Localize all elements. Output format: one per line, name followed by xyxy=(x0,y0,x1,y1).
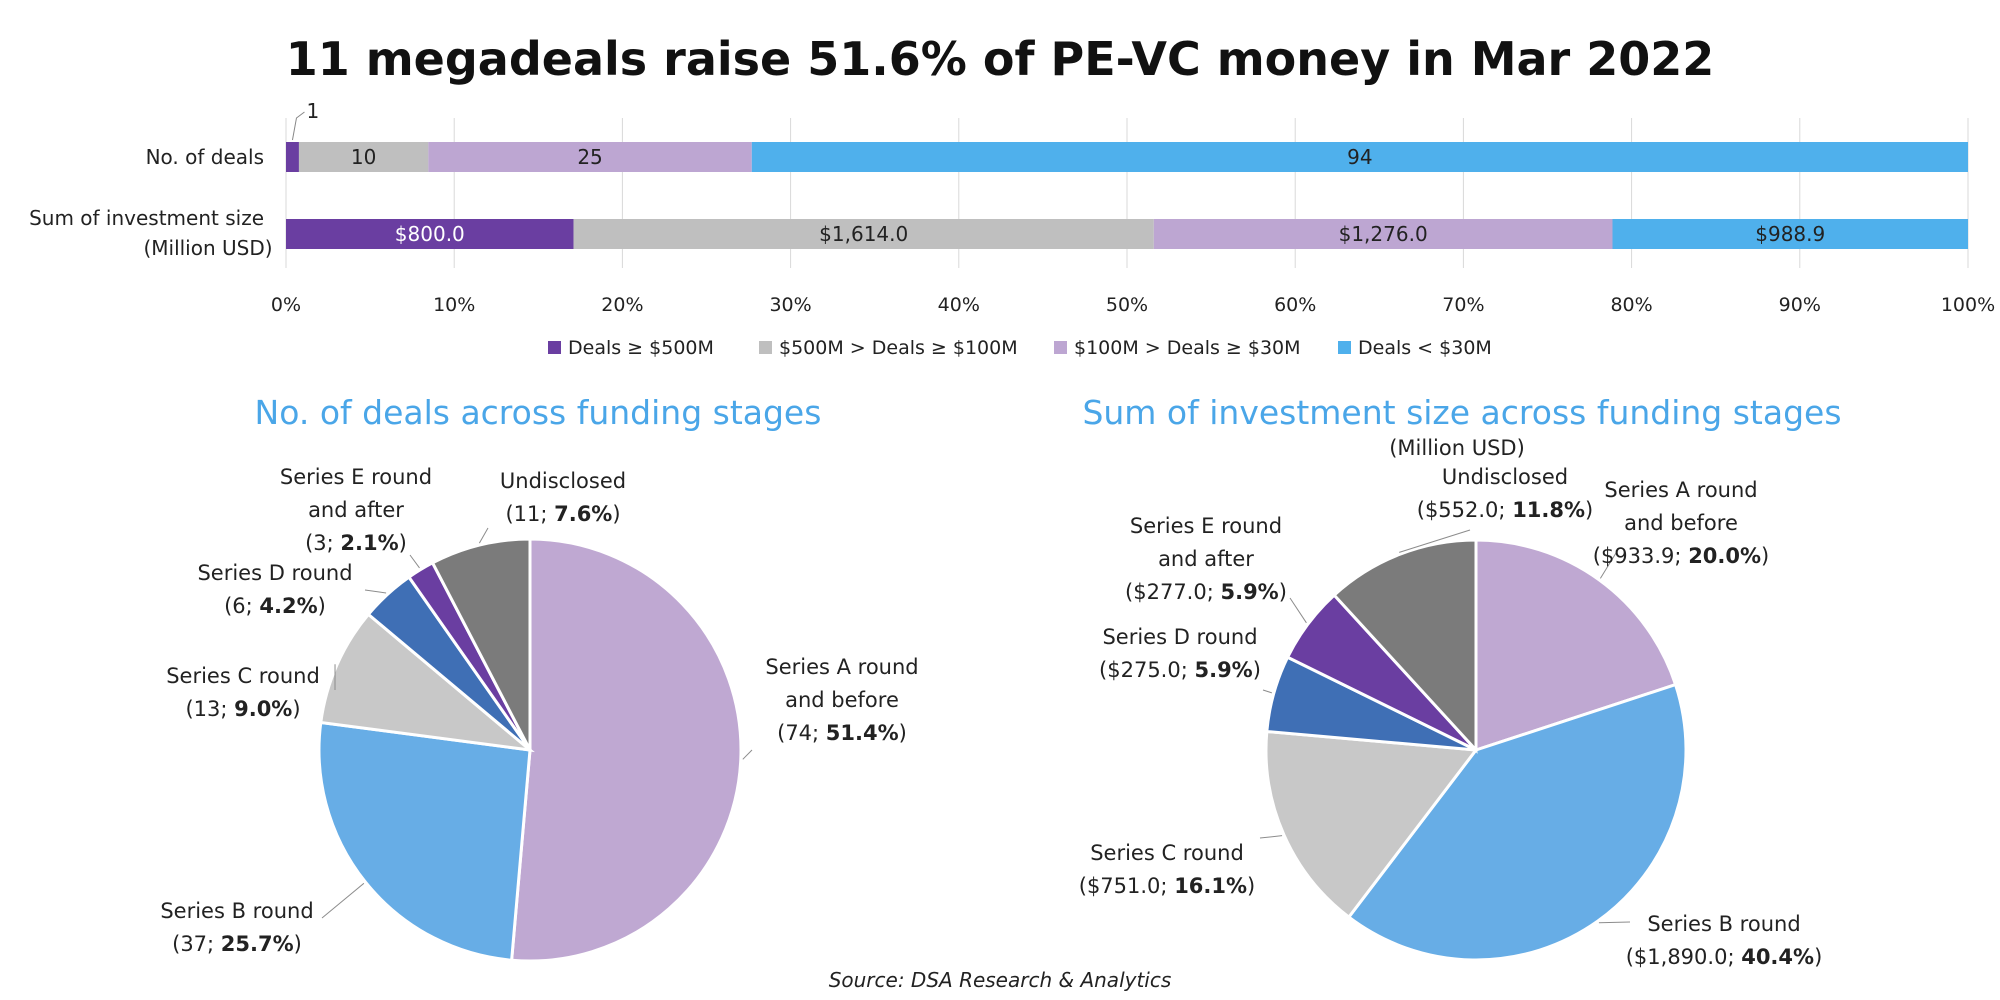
pie-label-name: and before xyxy=(785,688,899,712)
bar-segment xyxy=(573,219,1154,249)
bar-category-label: No. of deals xyxy=(146,145,264,169)
pie-leader-line xyxy=(364,589,387,594)
bar-data-label: 25 xyxy=(577,145,602,169)
pie-label-value: (11; 7.6%) xyxy=(505,502,620,526)
pie-label-name: and after xyxy=(1158,547,1254,571)
bar-data-label: $988.9 xyxy=(1755,222,1825,246)
pie-slice-undisclosed xyxy=(1332,538,1478,754)
pie-label-value: ($933.9; 20.0%) xyxy=(1593,544,1770,568)
x-tick-label: 10% xyxy=(433,294,475,316)
bar-data-label: 10 xyxy=(351,145,376,169)
pie-slice-undisclosed xyxy=(430,537,532,751)
legend-swatch xyxy=(548,341,561,354)
pie-chart-investment: Sum of investment size across funding st… xyxy=(1079,393,1842,969)
legend-label: $100M > Deals ≥ $30M xyxy=(1074,337,1301,359)
bar-data-label: $800.0 xyxy=(395,222,465,246)
legend-swatch xyxy=(1338,341,1351,354)
bar-segment xyxy=(428,142,752,172)
pie-label-value: (74; 51.4%) xyxy=(777,721,907,745)
bar-legend: Deals ≥ $500M $500M > Deals ≥ $100M $100M … xyxy=(548,337,1492,359)
pie-slice-series-b-round xyxy=(317,720,532,962)
legend-swatch xyxy=(759,341,772,354)
pie-subtitle-investment: (Million USD) xyxy=(1389,436,1525,460)
x-tick-label: 0% xyxy=(271,294,301,316)
source-note: Source: DSA Research & Analytics xyxy=(829,968,1172,992)
bar-data-label: 1 xyxy=(306,99,319,123)
pie-label-value: (3; 2.1%) xyxy=(305,531,407,555)
pie-slice-series-c-round xyxy=(1264,729,1479,920)
pie-leader-line xyxy=(1599,552,1617,579)
pie-label-name: Series C round xyxy=(1090,841,1244,865)
bar-segment xyxy=(1612,219,1968,249)
pie-label-name: Series B round xyxy=(160,899,313,923)
pie-label-name: Series B round xyxy=(1647,912,1800,936)
bar-data-label: $1,614.0 xyxy=(819,222,908,246)
pie-leader-line xyxy=(1399,529,1471,553)
bar-segment xyxy=(1153,219,1613,249)
chart-title: 11 megadeals raise 51.6% of PE-VC money … xyxy=(286,32,1715,86)
bar-category-labels: No. of deals Sum of investment size (Milli… xyxy=(29,145,272,260)
bar-tick-labels: 0% 10% 20% 30% 40% 50% 60% 70% 80% 90% 100% xyxy=(271,294,1995,316)
pie-leader-line xyxy=(1262,689,1272,694)
legend-label: Deals < $30M xyxy=(1358,337,1492,359)
pie-leader-line xyxy=(1259,835,1283,839)
pie-leader-line xyxy=(1289,597,1307,624)
x-tick-label: 40% xyxy=(938,294,980,316)
pie-label-value: ($275.0; 5.9%) xyxy=(1099,658,1261,682)
pie-leader-line xyxy=(742,749,753,760)
x-tick-label: 60% xyxy=(1274,294,1316,316)
x-tick-label: 70% xyxy=(1442,294,1484,316)
x-tick-label: 100% xyxy=(1941,294,1995,316)
pie-label-name: Series A round xyxy=(765,655,918,679)
legend-label: Deals ≥ $500M xyxy=(568,337,714,359)
pie-label-name: and after xyxy=(308,498,404,522)
x-tick-label: 20% xyxy=(601,294,643,316)
pie-leader-line xyxy=(478,527,489,544)
bar-segment xyxy=(286,142,299,172)
bar-data-label: $1,276.0 xyxy=(1339,222,1428,246)
x-tick-label: 80% xyxy=(1610,294,1652,316)
pie-leader-line xyxy=(1598,921,1631,924)
pie-label-value: (6; 4.2%) xyxy=(224,594,326,618)
bar-segments: 1 10 25 94 $800.0 $1,614.0 $1,276.0 $988.9 xyxy=(286,99,1968,249)
pie-label-name: Series A round xyxy=(1604,478,1757,502)
x-tick-label: 90% xyxy=(1779,294,1821,316)
bar-category-label: Sum of investment size xyxy=(29,206,264,230)
pie-label-name: Series E round xyxy=(280,465,432,489)
bar-data-label: 94 xyxy=(1347,145,1372,169)
bar-leader-line xyxy=(291,111,305,141)
pie-label-value: ($751.0; 16.1%) xyxy=(1079,874,1256,898)
pie-chart-deals: No. of deals across funding stages Serie… xyxy=(160,393,919,963)
pie-label-name: Series D round xyxy=(1102,625,1257,649)
pie-leader-line xyxy=(321,882,365,919)
pie-label-value: ($552.0; 11.8%) xyxy=(1417,498,1594,522)
pie-slice-series-a-round-and-before xyxy=(509,537,743,963)
pie-slice-series-b-round xyxy=(1346,682,1688,962)
pie-title-deals: No. of deals across funding stages xyxy=(255,393,822,432)
legend-label: $500M > Deals ≥ $100M xyxy=(779,337,1018,359)
pie-label-value: ($277.0; 5.9%) xyxy=(1125,580,1287,604)
pie-slice-series-a-round-and-before xyxy=(1474,538,1678,753)
bar-segment xyxy=(298,142,429,172)
pie-leader-line xyxy=(409,554,420,569)
pie-label-name: Series D round xyxy=(197,561,352,585)
bar-segment xyxy=(286,219,574,249)
legend-swatch xyxy=(1054,341,1067,354)
pie-label-value: (13; 9.0%) xyxy=(185,697,300,721)
x-tick-label: 50% xyxy=(1106,294,1148,316)
pie-label-name: and before xyxy=(1624,511,1738,535)
pie-label-name: Undisclosed xyxy=(1442,465,1568,489)
pie-label-value: (37; 25.7%) xyxy=(172,932,302,956)
bar-category-label-line2: (Million USD) xyxy=(143,236,272,260)
pie-slice-series-c-round xyxy=(319,612,535,753)
bar-segment xyxy=(751,142,1968,172)
pie-title-investment: Sum of investment size across funding st… xyxy=(1082,393,1841,432)
x-tick-label: 30% xyxy=(769,294,811,316)
pie-label-name: Series E round xyxy=(1130,514,1282,538)
pie-label-value: ($1,890.0; 40.4%) xyxy=(1626,945,1823,969)
pie-label-name: Undisclosed xyxy=(500,469,626,493)
pie-label-name: Series C round xyxy=(166,664,320,688)
